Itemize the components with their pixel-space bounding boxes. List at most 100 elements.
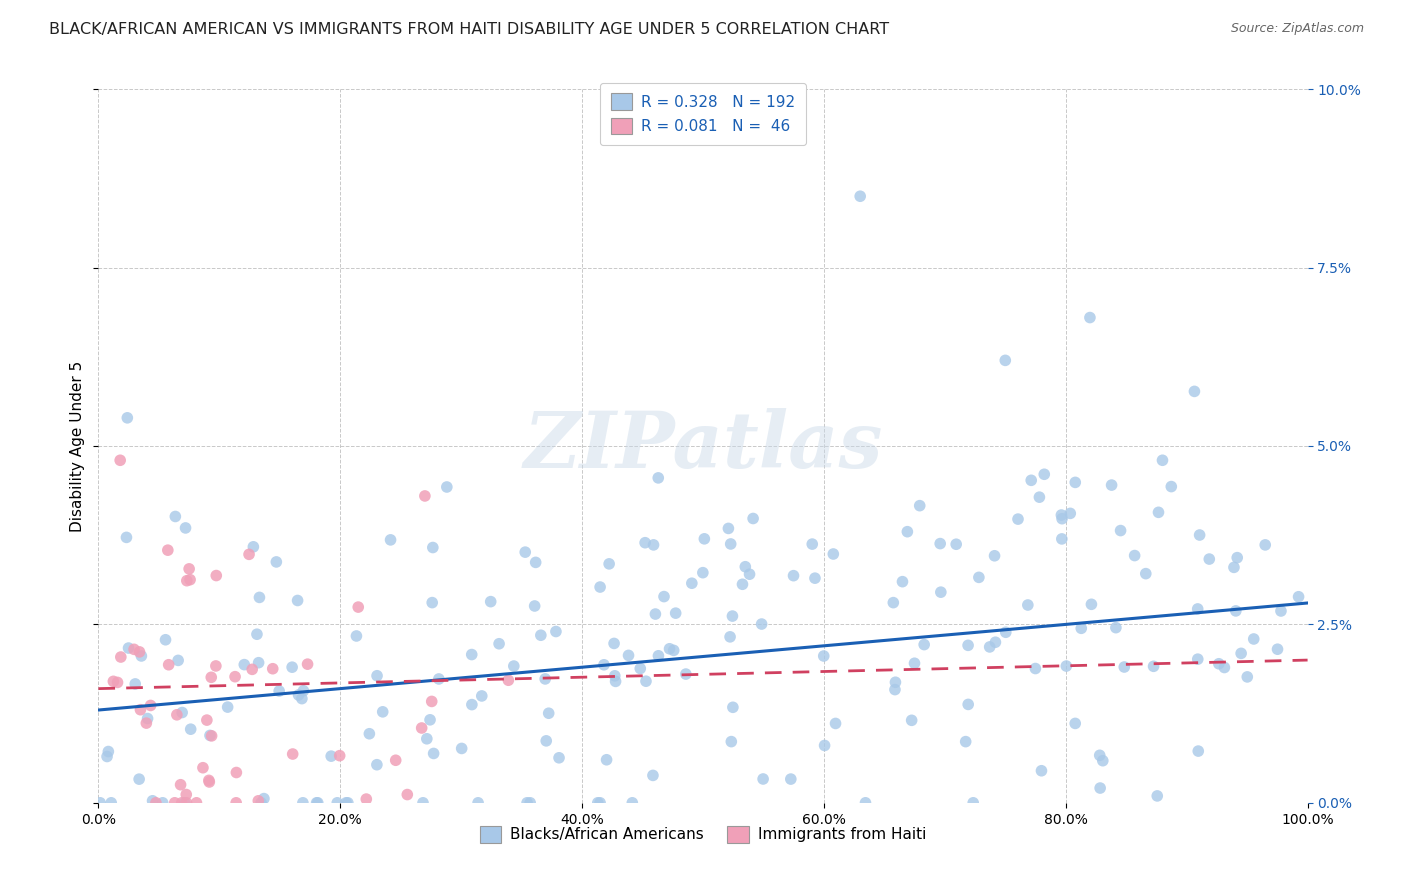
Point [1198, 552, 1220, 566]
Legend: Blacks/African Americans, Immigrants from Haiti: Blacks/African Americans, Immigrants fro… [474, 820, 932, 848]
Point [157, 657, 180, 672]
Point [647, 471, 669, 485]
Point [1236, 670, 1258, 684]
Point [128, 645, 150, 659]
Point [824, 716, 846, 731]
Point [176, 796, 198, 810]
Point [103, 674, 125, 689]
Point [498, 673, 520, 688]
Point [1050, 512, 1073, 526]
Point [855, 796, 877, 810]
Point [266, 555, 288, 569]
Point [1288, 590, 1310, 604]
Point [413, 489, 436, 503]
Point [779, 772, 801, 786]
Point [1064, 475, 1087, 490]
Point [957, 638, 980, 652]
Point [634, 674, 657, 689]
Point [179, 562, 201, 576]
Point [233, 657, 256, 672]
Point [589, 580, 612, 594]
Point [813, 739, 835, 753]
Point [882, 596, 904, 610]
Point [734, 559, 756, 574]
Point [108, 453, 131, 467]
Point [321, 749, 343, 764]
Point [416, 731, 439, 746]
Point [621, 796, 644, 810]
Point [589, 796, 612, 810]
Point [139, 698, 162, 713]
Point [1208, 657, 1230, 671]
Point [205, 568, 228, 582]
Y-axis label: Disability Age Under 5: Disability Age Under 5 [70, 360, 86, 532]
Point [681, 576, 703, 591]
Point [1114, 660, 1136, 674]
Point [117, 641, 139, 656]
Point [962, 796, 984, 810]
Point [305, 796, 328, 810]
Point [155, 632, 177, 647]
Point [617, 648, 640, 663]
Point [813, 648, 835, 663]
Point [176, 574, 198, 588]
Point [658, 641, 681, 656]
Point [1226, 550, 1249, 565]
Point [205, 659, 228, 673]
Point [198, 773, 221, 788]
Point [1059, 507, 1081, 521]
Point [346, 629, 368, 643]
Point [908, 499, 931, 513]
Point [738, 567, 761, 582]
Point [281, 660, 304, 674]
Point [1147, 505, 1170, 519]
Point [717, 521, 740, 535]
Point [172, 706, 194, 720]
Point [165, 509, 187, 524]
Point [634, 535, 657, 549]
Point [201, 729, 224, 743]
Point [957, 698, 980, 712]
Point [224, 670, 246, 684]
Point [247, 794, 270, 808]
Point [128, 772, 150, 786]
Point [1152, 453, 1174, 467]
Point [515, 545, 537, 559]
Point [1223, 560, 1246, 574]
Point [1091, 754, 1114, 768]
Point [849, 189, 872, 203]
Point [225, 765, 247, 780]
Point [1050, 532, 1073, 546]
Point [217, 700, 239, 714]
Point [124, 677, 146, 691]
Point [1184, 384, 1206, 399]
Point [544, 624, 567, 639]
Point [752, 772, 775, 786]
Point [380, 533, 402, 547]
Point [307, 796, 329, 810]
Point [1064, 716, 1087, 731]
Point [461, 698, 484, 712]
Point [174, 788, 197, 802]
Point [1019, 473, 1042, 487]
Point [903, 657, 925, 671]
Point [166, 707, 188, 722]
Point [967, 570, 990, 584]
Point [524, 555, 547, 569]
Point [751, 617, 773, 632]
Point [603, 669, 626, 683]
Point [929, 585, 952, 599]
Point [291, 691, 314, 706]
Text: ZIPatlas: ZIPatlas [523, 408, 883, 484]
Point [396, 788, 419, 802]
Point [253, 791, 276, 805]
Point [891, 574, 914, 589]
Point [488, 637, 510, 651]
Point [782, 568, 804, 582]
Point [450, 741, 472, 756]
Point [1033, 467, 1056, 482]
Point [200, 670, 222, 684]
Point [366, 669, 388, 683]
Point [96, 749, 118, 764]
Point [731, 577, 754, 591]
